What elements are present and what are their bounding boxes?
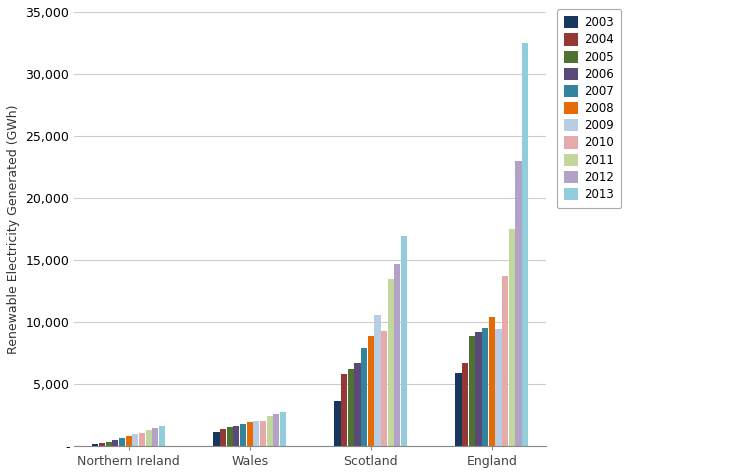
Bar <box>92 444 98 446</box>
Bar <box>260 421 266 446</box>
Bar <box>213 432 220 446</box>
Bar <box>508 229 515 446</box>
Bar <box>482 328 488 446</box>
Bar <box>220 429 226 446</box>
Bar <box>381 331 387 446</box>
Bar <box>341 374 347 446</box>
Bar <box>139 433 145 446</box>
Bar <box>388 279 394 446</box>
Bar <box>126 436 132 446</box>
Y-axis label: Renewable Electricity Generated (GWh): Renewable Electricity Generated (GWh) <box>7 104 20 354</box>
Bar <box>456 373 462 446</box>
Bar <box>159 426 165 446</box>
Bar <box>489 317 495 446</box>
Bar <box>374 314 380 446</box>
Bar <box>266 416 273 446</box>
Bar <box>394 264 400 446</box>
Bar <box>368 336 374 446</box>
Bar <box>496 330 502 446</box>
Bar <box>233 426 240 446</box>
Bar <box>119 438 125 446</box>
Bar <box>515 161 522 446</box>
Bar <box>99 443 105 446</box>
Bar <box>132 434 138 446</box>
Bar <box>112 440 118 446</box>
Bar <box>146 430 152 446</box>
Bar <box>334 401 340 446</box>
Bar <box>354 363 360 446</box>
Bar <box>240 424 246 446</box>
Bar <box>361 348 367 446</box>
Bar <box>401 237 407 446</box>
Bar <box>280 412 286 446</box>
Bar <box>273 414 280 446</box>
Bar <box>226 428 233 446</box>
Bar <box>522 43 528 446</box>
Bar <box>348 369 354 446</box>
Bar <box>502 276 508 446</box>
Legend: 2003, 2004, 2005, 2006, 2007, 2008, 2009, 2010, 2011, 2012, 2013: 2003, 2004, 2005, 2006, 2007, 2008, 2009… <box>557 9 621 208</box>
Bar <box>106 442 112 446</box>
Bar <box>246 422 253 446</box>
Bar <box>476 332 482 446</box>
Bar <box>152 428 158 446</box>
Bar <box>469 336 475 446</box>
Bar <box>462 363 468 446</box>
Bar <box>253 421 260 446</box>
